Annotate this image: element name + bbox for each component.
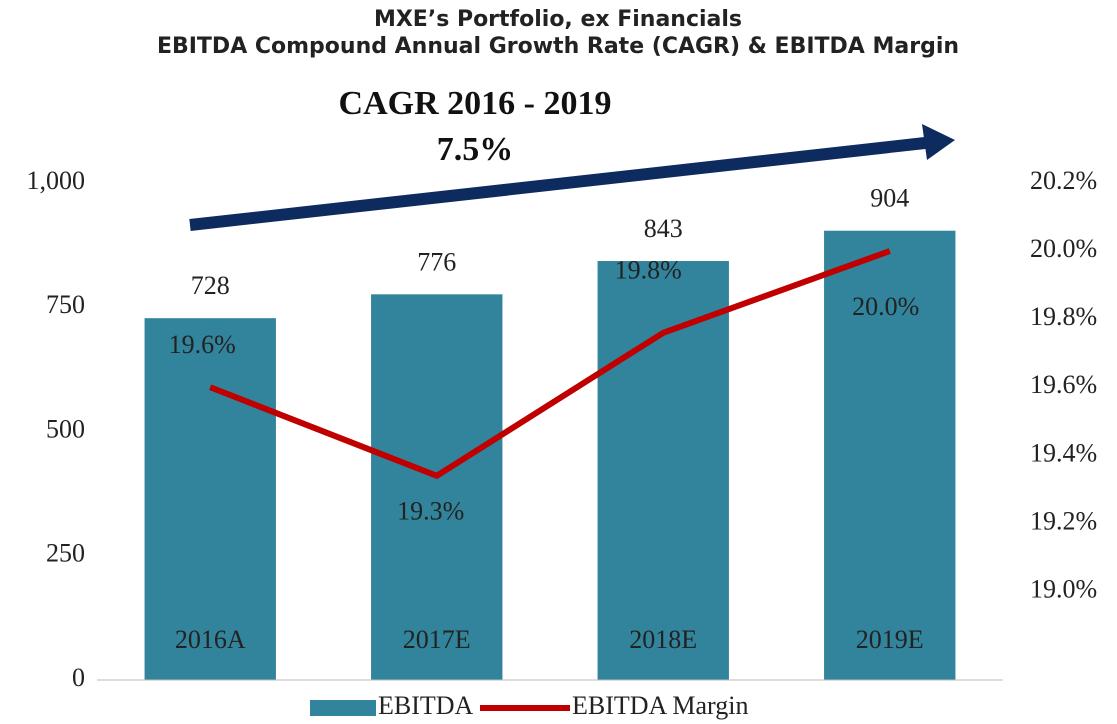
y2-tick-label: 19.8%	[1030, 302, 1097, 331]
legend-label: EBITDA Margin	[572, 691, 748, 720]
x-tick-label: 2017E	[403, 625, 471, 654]
bar	[371, 294, 503, 680]
y-tick-label: 250	[46, 539, 85, 568]
legend-swatch	[310, 700, 376, 716]
y2-tick-label: 20.2%	[1030, 166, 1097, 195]
x-tick-label: 2019E	[856, 625, 924, 654]
trend-arrow	[189, 137, 926, 231]
bar	[597, 261, 729, 680]
bar	[144, 318, 276, 680]
annotation: CAGR 2016 - 2019	[339, 85, 612, 122]
chart-subtitle: EBITDA Compound Annual Growth Rate (CAGR…	[157, 34, 959, 59]
line	[209, 248, 891, 480]
y-tick-label: 500	[46, 414, 85, 443]
legend-label: EBITDA	[378, 691, 474, 720]
bar	[824, 230, 956, 680]
bar-label: 904	[870, 184, 909, 213]
line-label: 19.3%	[397, 497, 464, 526]
y2-tick-label: 20.0%	[1030, 234, 1097, 263]
line-label: 20.0%	[852, 292, 919, 321]
x-tick-label: 2016A	[175, 625, 246, 654]
y-tick-label: 1,000	[27, 166, 86, 195]
annotation: 7.5%	[437, 131, 514, 168]
y2-tick-label: 19.4%	[1030, 438, 1097, 467]
bar-label: 843	[644, 214, 683, 243]
y2-tick-label: 19.2%	[1030, 506, 1097, 535]
x-tick-label: 2018E	[629, 625, 697, 654]
y2-tick-label: 19.0%	[1030, 574, 1097, 603]
line-label: 19.8%	[615, 256, 682, 285]
arrow-head	[922, 124, 955, 160]
bar-label: 728	[191, 271, 230, 300]
y-tick-label: 0	[72, 663, 85, 692]
line-label: 19.6%	[169, 330, 236, 359]
bar-label: 776	[417, 247, 456, 276]
y2-tick-label: 19.6%	[1030, 370, 1097, 399]
y-tick-label: 750	[46, 290, 85, 319]
chart-title: MXE’s Portfolio, ex Financials	[374, 7, 742, 32]
